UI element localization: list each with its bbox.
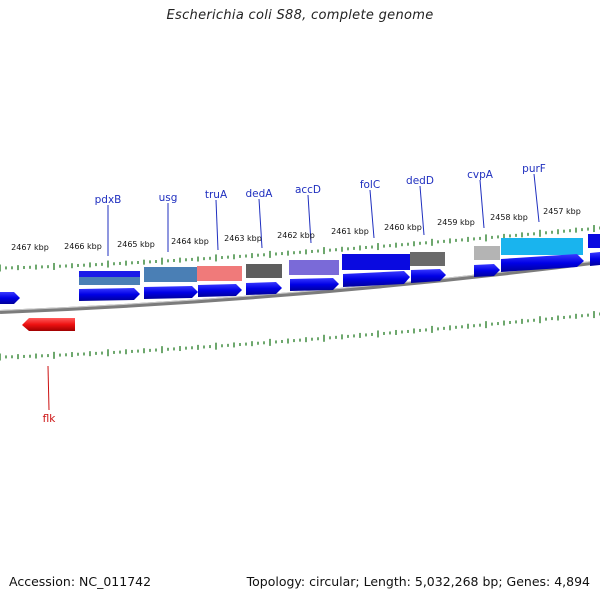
leader-deda: [258, 198, 263, 249]
scale-label: 2459 kbp: [437, 218, 475, 227]
scale-label: 2466 kbp: [64, 242, 102, 251]
scale-label: 2463 kbp: [224, 234, 262, 243]
gene-label-accd[interactable]: accD: [295, 184, 321, 196]
genome-summary-text: Topology: circular; Length: 5,032,268 bp…: [246, 574, 590, 589]
scale-labels: 2467 kbp 2466 kbp 2465 kbp 2464 kbp 2463…: [11, 207, 581, 252]
gene-labels: pdxB usg truA dedA accD folC dedD cvpA p…: [43, 163, 546, 425]
cds-arrow-purf[interactable]: [501, 254, 584, 272]
gene-label-dedd[interactable]: dedD: [406, 175, 434, 187]
cog-bar-deda[interactable]: [246, 264, 282, 278]
scale-label: 2462 kbp: [277, 231, 315, 240]
gene-label-deda[interactable]: dedA: [246, 188, 274, 200]
cog-feature-row: [79, 234, 600, 285]
accession-text: Accession: NC_011742: [9, 574, 152, 589]
cds-arrow-left-edge[interactable]: [0, 292, 20, 304]
leader-trua: [215, 199, 219, 251]
genome-backbone: [0, 260, 600, 314]
scale-label: 2460 kbp: [384, 223, 422, 232]
cds-forward-row: [0, 252, 600, 304]
scale-label: 2464 kbp: [171, 237, 209, 246]
scale-label: 2458 kbp: [490, 213, 528, 222]
cog-bar-dedd[interactable]: [410, 252, 445, 266]
outer-tick-row: [0, 225, 600, 272]
cds-arrow-cvpa[interactable]: [474, 264, 500, 277]
cog-bar-purf[interactable]: [501, 238, 583, 255]
leader-accd: [307, 194, 312, 244]
gene-label-folc[interactable]: folC: [360, 179, 380, 191]
cds-arrow-dedd[interactable]: [411, 269, 446, 283]
inner-tick-row: [0, 311, 600, 361]
cog-bar-pdxb-cog: [79, 277, 140, 285]
leader-flk: [47, 365, 50, 411]
leader-dedd: [419, 185, 425, 236]
cds-arrow-usg[interactable]: [144, 286, 198, 299]
cds-arrow-deda[interactable]: [246, 282, 282, 295]
gene-label-cvpa[interactable]: cvpA: [467, 169, 494, 181]
leader-cvpa: [479, 179, 485, 229]
leader-purf: [533, 173, 540, 223]
gene-label-pdxb[interactable]: pdxB: [95, 194, 122, 206]
cds-arrow-right-edge[interactable]: [590, 252, 600, 266]
cds-arrow-pdxb[interactable]: [79, 288, 140, 301]
cog-bar-accd[interactable]: [289, 260, 339, 275]
gene-label-trua[interactable]: truA: [205, 189, 228, 201]
gene-label-usg[interactable]: usg: [159, 192, 178, 204]
genome-title: Escherichia coli S88, complete genome: [166, 8, 434, 23]
cds-arrow-trua[interactable]: [198, 284, 242, 297]
gene-label-purf[interactable]: purF: [522, 163, 546, 175]
cog-bar-usg[interactable]: [144, 267, 197, 282]
scale-label: 2457 kbp: [543, 207, 581, 216]
cds-arrow-folc[interactable]: [343, 271, 410, 287]
gene-label-flk[interactable]: flk: [43, 413, 57, 425]
label-leaders: [47, 173, 540, 411]
cog-bar-folc[interactable]: [342, 254, 410, 270]
cog-bar-cvpa[interactable]: [474, 246, 500, 260]
scale-label: 2467 kbp: [11, 243, 49, 252]
scale-label: 2465 kbp: [117, 240, 155, 249]
cog-bar-next[interactable]: [588, 234, 600, 248]
cog-bar-trua[interactable]: [197, 266, 242, 281]
leader-folc: [369, 189, 375, 239]
cds-arrow-accd[interactable]: [290, 278, 339, 291]
scale-label: 2461 kbp: [331, 227, 369, 236]
gene-arrow-flk[interactable]: [22, 318, 75, 331]
